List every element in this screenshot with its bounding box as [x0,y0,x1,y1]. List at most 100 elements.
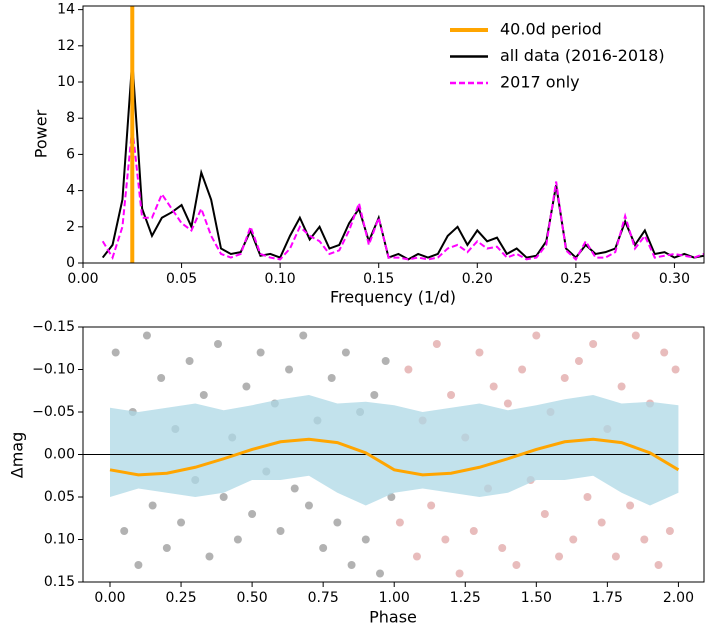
x-tick-label: 0.15 [363,271,394,287]
point [469,527,478,535]
point [640,535,649,544]
y-tick-label: 10 [57,74,75,90]
point [518,365,527,374]
point [219,493,228,501]
point [381,357,390,365]
point [540,510,549,518]
x-tick-label: 0.00 [67,271,98,287]
line [101,127,704,261]
point [503,399,512,408]
point [583,493,592,501]
point [319,544,328,552]
point [299,331,308,340]
x-axis-label: Frequency (1/d) [330,288,456,307]
point [654,561,663,569]
point [111,348,120,357]
y-tick-label: 14 [57,2,75,18]
point [611,552,620,561]
point [157,374,166,382]
y-tick-label: 4 [66,183,75,199]
point [532,331,541,340]
point [560,374,569,382]
point [347,561,356,569]
axes-frame [82,5,705,264]
point [276,527,285,535]
point [370,391,379,399]
point [395,518,404,527]
y-axis-label: Δmag [8,432,27,479]
point [162,544,171,552]
point [447,391,456,399]
point [555,552,564,561]
point [569,535,578,544]
line [109,437,680,477]
point [631,331,640,340]
point [304,501,313,510]
point [626,501,635,510]
point [489,382,498,391]
point [597,518,606,527]
point [665,527,674,535]
y-tick-label: 0.10 [44,532,75,548]
point [412,552,421,561]
point [512,561,521,569]
x-tick-label: 0.25 [165,590,196,606]
x-tick-label: 0.25 [560,271,591,287]
x-tick-label: 1.75 [592,590,623,606]
y-tick-label: 0.00 [44,447,75,463]
point [233,535,242,544]
y-tick-label: 8 [66,110,75,126]
point [248,510,257,518]
y-tick-label: −0.05 [32,404,75,420]
x-tick-label: 0.05 [166,271,197,287]
x-tick-label: 0.20 [462,271,493,287]
point [376,569,384,578]
y-tick-label: 2 [66,219,75,235]
point [404,365,413,374]
x-tick-label: 0.75 [308,590,339,606]
point [148,501,157,510]
point [574,357,583,365]
point [177,518,186,527]
point [205,552,214,561]
legend-label: 40.0d period [500,20,602,39]
point [256,348,265,357]
y-tick-label: 12 [57,38,75,54]
point [285,365,294,374]
point [199,391,208,399]
point [660,348,669,357]
point [432,340,441,348]
x-tick-label: 1.00 [379,590,410,606]
point [671,365,680,374]
point [441,535,450,544]
y-tick-label: −0.15 [32,319,75,335]
point [387,493,396,501]
legend-label: 2017 only [500,73,580,92]
plot-area [83,331,704,578]
point [120,527,129,535]
legend-label: all data (2016-2018) [500,46,665,65]
point [142,331,151,340]
x-axis-label: Phase [369,608,417,627]
point [361,535,370,544]
y-axis-label: Power [32,109,51,158]
y-tick-label: 0.05 [44,489,75,505]
x-tick-label: 0.50 [237,590,268,606]
point [475,348,484,357]
point [455,569,464,578]
y-tick-label: 0 [66,255,75,271]
x-tick-label: 0.10 [265,271,296,287]
point [617,382,626,391]
point [242,382,251,391]
point [327,374,336,382]
plot-area [101,6,704,263]
point [185,357,194,365]
point [427,501,436,510]
point [589,340,598,348]
point [134,561,143,569]
band [110,395,679,506]
point [341,348,350,357]
line [101,60,704,261]
x-tick-label: 0.00 [94,590,125,606]
